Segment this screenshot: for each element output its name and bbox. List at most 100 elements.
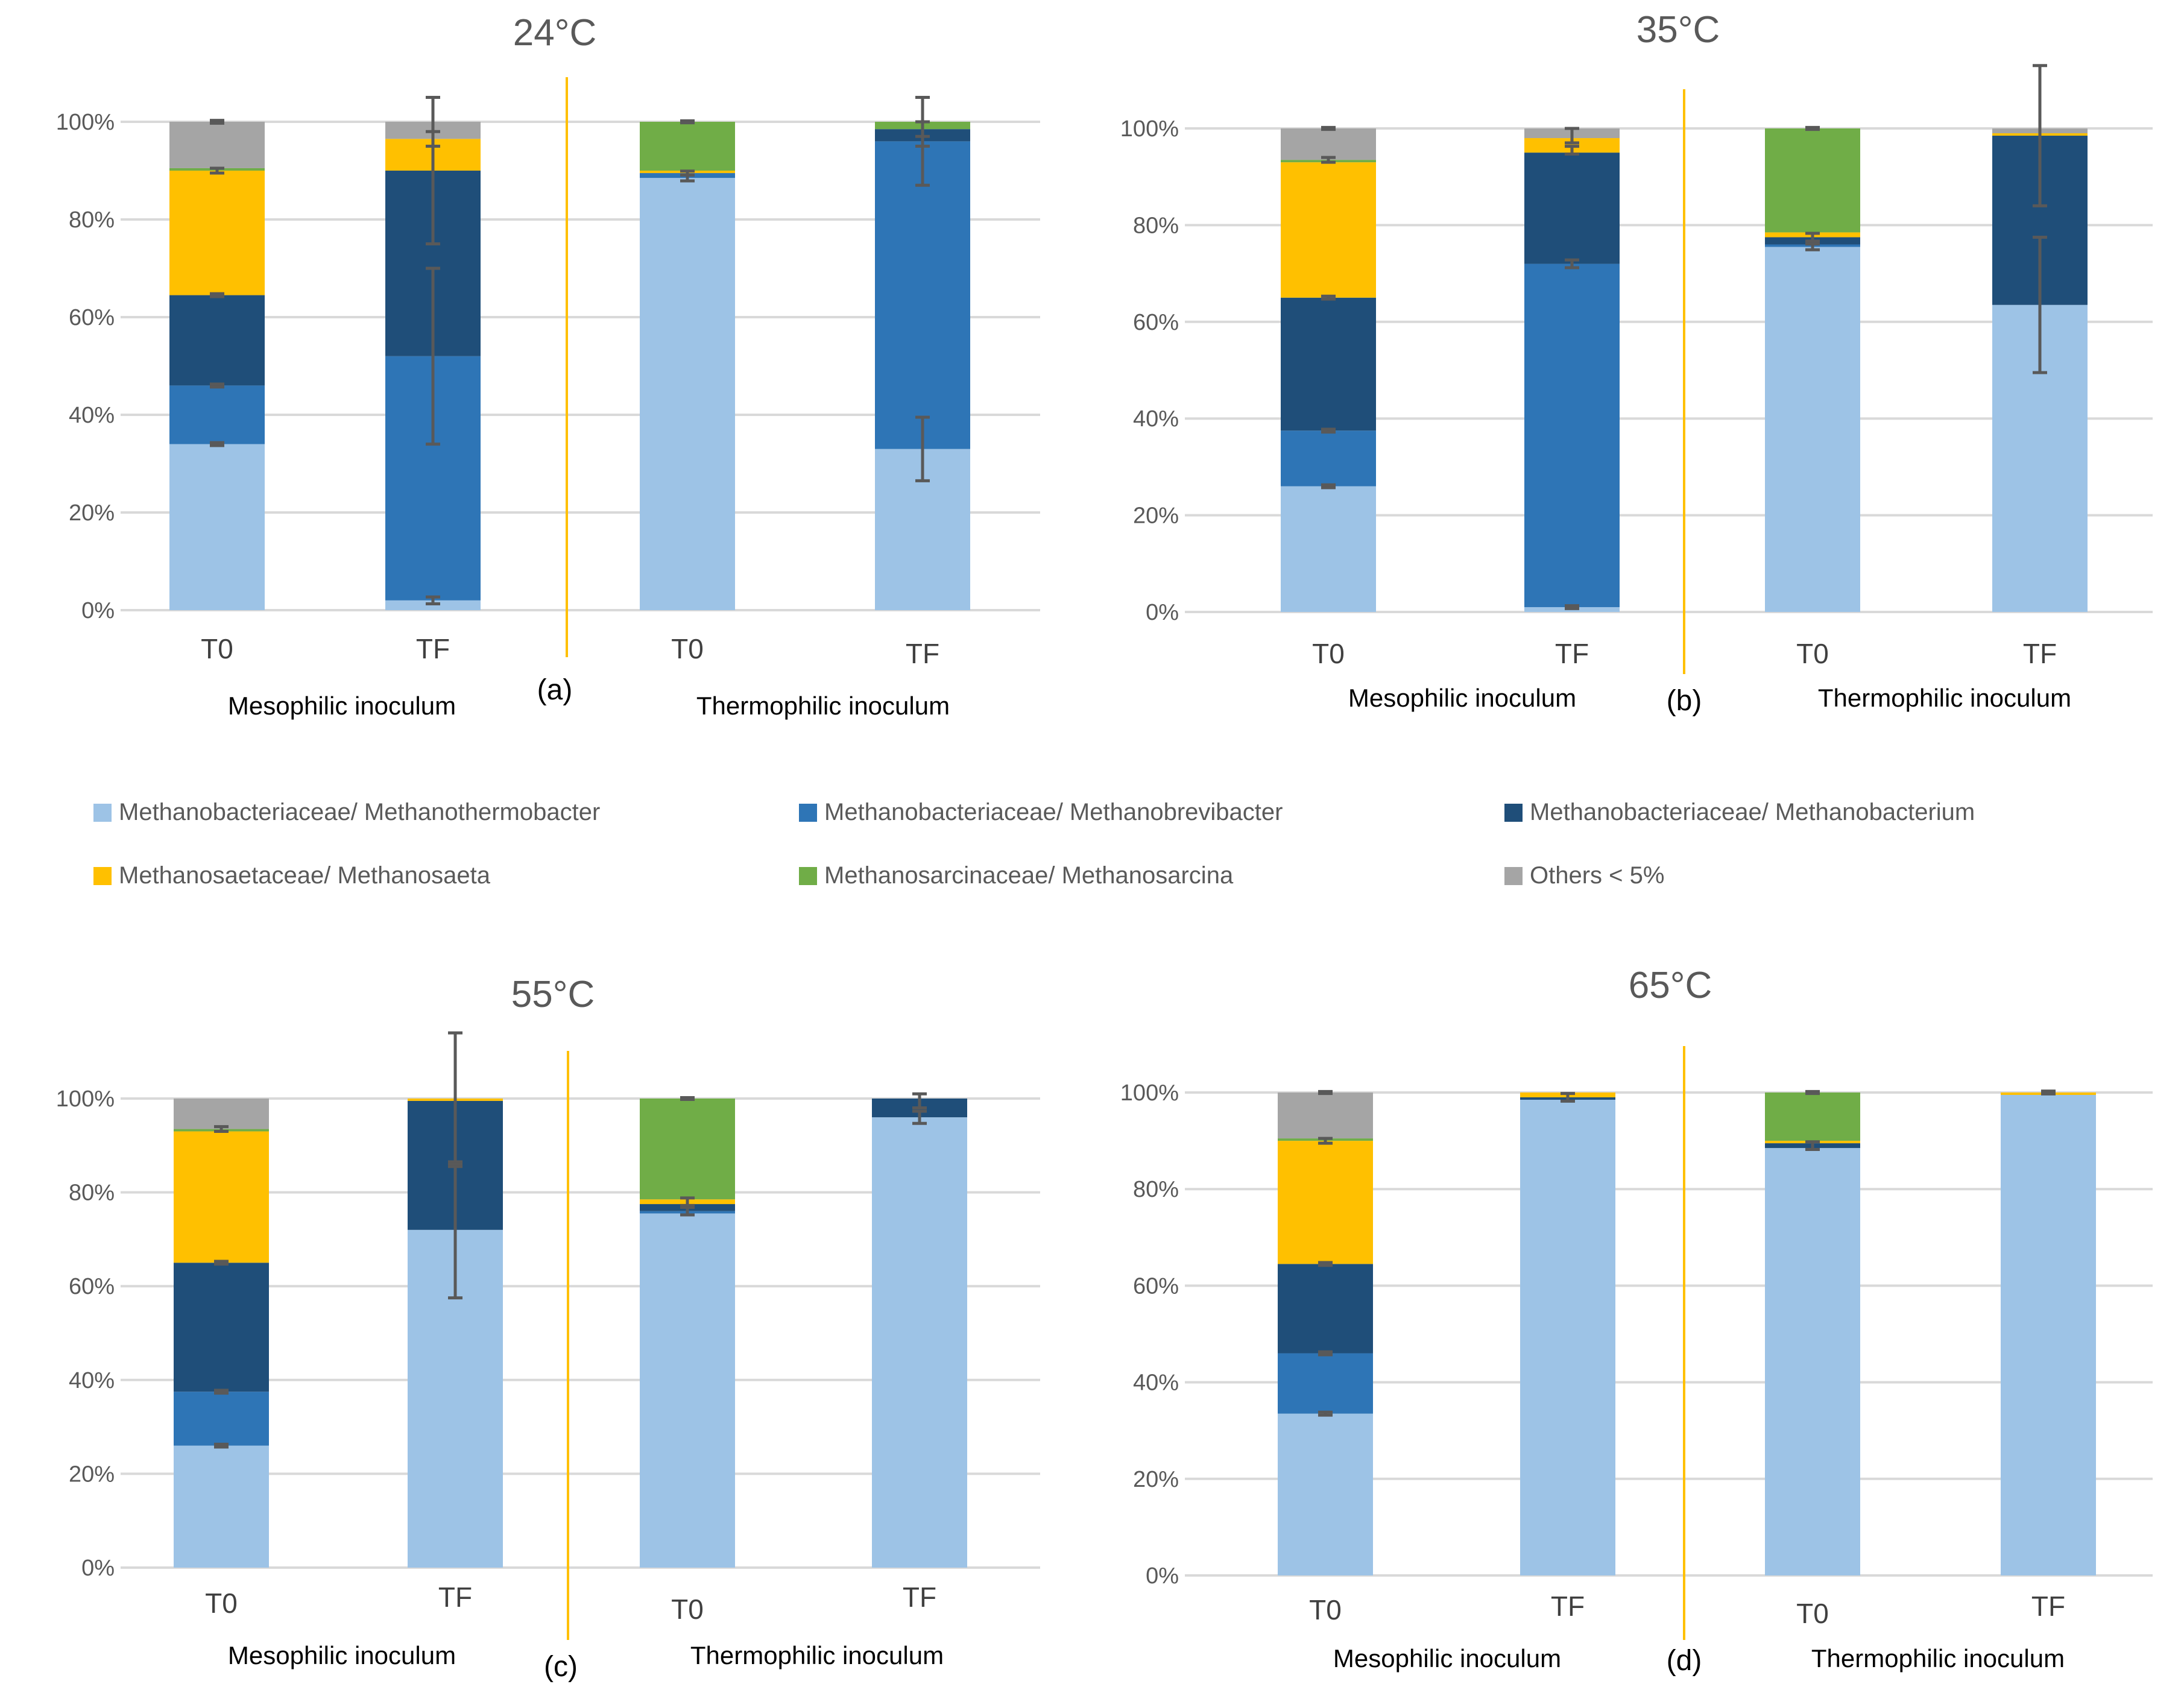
error-bar: [426, 266, 440, 446]
bar-segment-methanosaeta: [1281, 162, 1376, 298]
legend-label: Methanosarcinaceae/ Methanosarcina: [824, 862, 1234, 889]
legend-item: Others < 5%: [1504, 862, 1664, 889]
x-category-label: TF: [416, 633, 450, 664]
error-bar: [2033, 235, 2047, 374]
legend-swatch: [1504, 867, 1523, 885]
bar-segment-methanobacterium: [169, 295, 265, 386]
error-bar: [214, 1260, 229, 1266]
legend-swatch: [93, 867, 112, 885]
bar-segment-methanobrevibacter: [1281, 430, 1376, 487]
legend-swatch: [1504, 804, 1523, 822]
bar-segment-methanosaeta: [169, 171, 265, 295]
error-bar: [912, 1092, 927, 1110]
bar-segment-methanothermobacter: [1765, 247, 1860, 612]
error-bar: [680, 1096, 695, 1102]
error-bar: [1565, 258, 1579, 270]
legend-item: Methanobacteriaceae/ Methanobacterium: [1504, 799, 1975, 825]
y-tick-label: 100%: [56, 1086, 115, 1112]
x-category-label: TF: [2023, 638, 2057, 669]
error-bar: [1565, 127, 1579, 145]
y-tick-label: 100%: [1120, 116, 1179, 142]
error-bar: [2041, 1089, 2056, 1096]
error-bar: [680, 1205, 695, 1217]
group-label: Mesophilic inoculum: [1333, 1644, 1561, 1673]
y-tick-label: 20%: [69, 500, 115, 526]
error-bar: [2033, 64, 2047, 207]
error-bar: [1321, 483, 1336, 490]
bar-segment-methanosarcina: [1765, 1093, 1860, 1141]
bar-segment-methanothermobacter: [640, 178, 735, 610]
error-bar: [680, 119, 695, 125]
y-tick-label: 20%: [69, 1461, 115, 1487]
bar-segment-methanobrevibacter: [1524, 263, 1620, 607]
legend-item: Methanobacteriaceae/ Methanothermobacter: [93, 799, 600, 825]
error-bar: [1805, 232, 1820, 243]
x-category-label: T0: [1312, 638, 1345, 669]
y-tick-label: 80%: [1133, 213, 1179, 238]
bar-segment-methanothermobacter: [1520, 1100, 1615, 1575]
error-bar: [915, 96, 930, 148]
y-tick-label: 0%: [81, 598, 115, 623]
error-bar: [1318, 1137, 1333, 1145]
group-label: Thermophilic inoculum: [696, 692, 950, 720]
x-category-label: T0: [201, 633, 233, 664]
y-tick-label: 40%: [69, 1368, 115, 1393]
bar-segment-methanobacterium: [1278, 1264, 1373, 1354]
group-label: Thermophilic inoculum: [1818, 684, 2071, 712]
bar-segment-others: [174, 1099, 269, 1129]
y-tick-label: 0%: [81, 1556, 115, 1581]
error-bar: [210, 119, 224, 125]
x-category-label: T0: [671, 633, 704, 664]
bar-segment-methanosarcina: [1765, 128, 1860, 233]
error-bar: [426, 96, 440, 148]
bar-segment-methanothermobacter: [640, 1213, 735, 1568]
error-bar: [214, 1125, 229, 1133]
bar-segment-methanothermobacter: [1278, 1413, 1373, 1575]
panel-letter: (c): [544, 1651, 578, 1683]
x-category-label: TF: [2031, 1591, 2065, 1622]
panel-title: 35°C: [1636, 9, 1720, 51]
panel-24c: 0% 20% 40% 60% 80% 100% T0 TF T0 TF 24°C Mesophilic…: [56, 12, 1040, 720]
error-bar: [1805, 1140, 1820, 1152]
error-bar: [1561, 1092, 1575, 1103]
error-bar: [1805, 1089, 1820, 1096]
legend-label: Methanobacteriaceae/ Methanobacterium: [1530, 799, 1975, 825]
bar-segment-methanosarcina: [640, 1099, 735, 1200]
bar-segment-others: [1278, 1093, 1373, 1139]
legend-swatch: [799, 867, 817, 885]
legend: Methanobacteriaceae/ Methanothermobacter…: [93, 799, 1975, 889]
group-label: Mesophilic inoculum: [228, 692, 456, 720]
panel-35c: 0% 20% 40% 60% 80% 100% T0 TF T0 TF 35°C Mesophilic…: [1120, 9, 2153, 717]
y-tick-label: 20%: [1133, 503, 1179, 529]
x-category-label: T0: [205, 1588, 238, 1619]
panel-55c: 0% 20% 40% 60% 80% 100% T0 TF T0 TF 55°C Mesophilic…: [56, 974, 1040, 1683]
error-bar: [1321, 125, 1336, 131]
error-bar: [214, 1442, 229, 1449]
error-bar: [1318, 1350, 1333, 1357]
error-bar: [210, 441, 224, 447]
group-label: Mesophilic inoculum: [1348, 684, 1576, 712]
x-category-label: T0: [1796, 1598, 1829, 1629]
bar-segment-methanothermobacter: [2001, 1095, 2096, 1575]
bar-segment-others: [1281, 128, 1376, 160]
y-tick-label: 80%: [1133, 1177, 1179, 1202]
bar-segment-methanobrevibacter: [174, 1392, 269, 1446]
group-label: Thermophilic inoculum: [1811, 1644, 2065, 1673]
legend-item: Methanosaetaceae/ Methanosaeta: [93, 862, 491, 889]
y-tick-label: 60%: [1133, 310, 1179, 335]
bar-segment-methanothermobacter: [169, 444, 265, 610]
error-bar: [1565, 604, 1579, 610]
panel-title: 24°C: [513, 12, 597, 54]
bar-segment-methanobrevibacter: [875, 141, 970, 449]
error-bar: [426, 595, 440, 605]
x-category-label: TF: [903, 1581, 936, 1613]
group-label: Thermophilic inoculum: [690, 1641, 944, 1670]
error-bar: [1565, 145, 1579, 156]
bar-segment-methanosarcina: [640, 122, 735, 171]
bar-segment-methanothermobacter: [872, 1117, 967, 1568]
bar-segment-methanosaeta: [174, 1131, 269, 1263]
legend-label: Others < 5%: [1530, 862, 1664, 889]
y-tick-label: 80%: [69, 207, 115, 233]
error-bar: [1805, 125, 1820, 131]
